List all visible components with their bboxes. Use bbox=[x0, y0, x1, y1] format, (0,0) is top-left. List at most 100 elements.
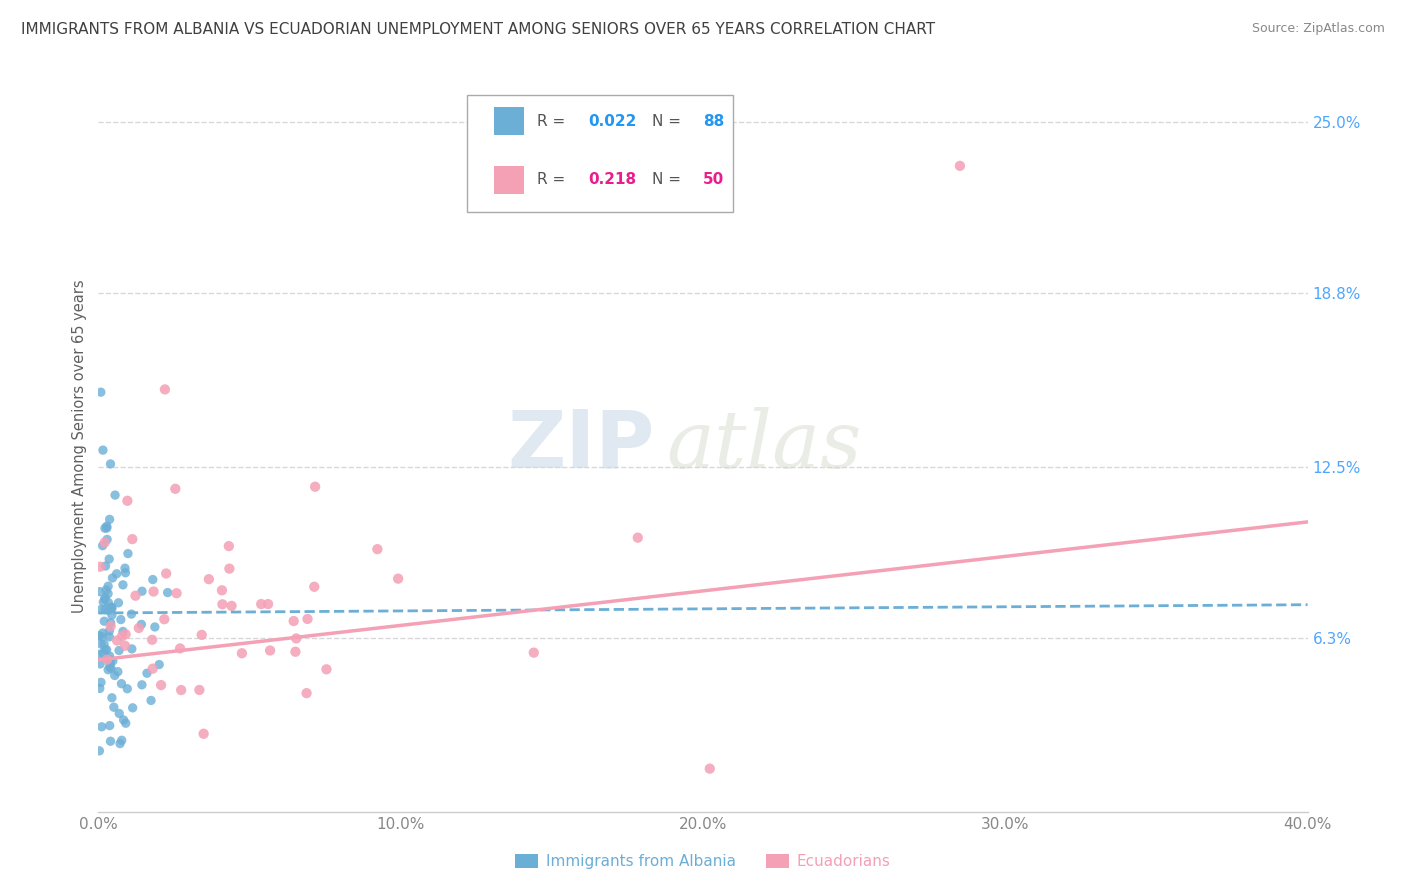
Text: Source: ZipAtlas.com: Source: ZipAtlas.com bbox=[1251, 22, 1385, 36]
Point bbox=[98, 653, 121, 667]
Point bbox=[90, 602, 112, 616]
Point bbox=[139, 693, 162, 707]
Legend: Immigrants from Albania, Ecuadorians: Immigrants from Albania, Ecuadorians bbox=[509, 848, 897, 875]
Point bbox=[90, 720, 112, 734]
Point bbox=[110, 613, 132, 627]
Point bbox=[96, 533, 118, 547]
Point bbox=[131, 617, 153, 632]
Point bbox=[101, 601, 124, 615]
Point bbox=[218, 561, 240, 575]
Point bbox=[90, 637, 112, 651]
Point bbox=[97, 596, 120, 610]
Point bbox=[87, 648, 110, 662]
Point bbox=[148, 657, 170, 672]
Text: IMMIGRANTS FROM ALBANIA VS ECUADORIAN UNEMPLOYMENT AMONG SENIORS OVER 65 YEARS C: IMMIGRANTS FROM ALBANIA VS ECUADORIAN UN… bbox=[21, 22, 935, 37]
Point bbox=[91, 539, 114, 553]
Point bbox=[627, 531, 650, 545]
Point bbox=[91, 630, 114, 644]
Point bbox=[211, 597, 233, 611]
Point bbox=[111, 733, 134, 747]
Text: R =: R = bbox=[537, 172, 571, 187]
Point bbox=[142, 662, 165, 676]
Point bbox=[87, 629, 110, 643]
Point bbox=[112, 713, 135, 727]
Point bbox=[96, 521, 118, 535]
Point bbox=[94, 642, 117, 657]
Point bbox=[117, 681, 139, 696]
Point bbox=[108, 737, 131, 751]
Point bbox=[93, 592, 115, 607]
Point bbox=[100, 734, 122, 748]
Point bbox=[285, 632, 308, 646]
Point bbox=[198, 572, 221, 586]
FancyBboxPatch shape bbox=[467, 95, 734, 212]
Point bbox=[315, 662, 337, 676]
Point bbox=[100, 600, 122, 615]
Point bbox=[304, 580, 326, 594]
Point bbox=[94, 602, 117, 616]
Point bbox=[141, 632, 163, 647]
Point bbox=[304, 480, 326, 494]
Point bbox=[114, 627, 136, 641]
Point bbox=[105, 566, 128, 581]
Point bbox=[93, 614, 115, 628]
Point bbox=[94, 535, 117, 549]
Point bbox=[259, 643, 281, 657]
Point bbox=[98, 512, 121, 526]
Point bbox=[90, 385, 112, 400]
Point bbox=[231, 646, 253, 660]
Text: 0.022: 0.022 bbox=[588, 114, 637, 128]
Point bbox=[97, 579, 120, 593]
Point bbox=[523, 646, 546, 660]
Point bbox=[128, 621, 150, 635]
Point bbox=[98, 648, 121, 663]
Point bbox=[98, 657, 121, 671]
FancyBboxPatch shape bbox=[494, 166, 524, 194]
Point bbox=[103, 700, 125, 714]
Point bbox=[111, 578, 134, 592]
Point bbox=[190, 628, 212, 642]
Text: R =: R = bbox=[537, 114, 571, 128]
Point bbox=[143, 620, 166, 634]
Point bbox=[107, 665, 129, 679]
Point bbox=[101, 571, 124, 585]
Point bbox=[366, 542, 388, 557]
Point bbox=[283, 614, 305, 628]
Point bbox=[89, 681, 111, 696]
Point bbox=[218, 539, 240, 553]
Point bbox=[104, 488, 127, 502]
Point bbox=[297, 612, 319, 626]
Point bbox=[96, 642, 118, 657]
Point bbox=[150, 678, 173, 692]
Text: N =: N = bbox=[652, 172, 686, 187]
Point bbox=[98, 718, 121, 732]
Point bbox=[188, 682, 211, 697]
Point bbox=[91, 646, 114, 660]
Point bbox=[108, 643, 131, 657]
Point bbox=[91, 443, 114, 458]
Point bbox=[114, 566, 136, 580]
Point bbox=[96, 653, 118, 667]
Point bbox=[96, 519, 118, 533]
Text: atlas: atlas bbox=[666, 408, 862, 484]
FancyBboxPatch shape bbox=[494, 107, 524, 136]
Text: 0.218: 0.218 bbox=[588, 172, 637, 187]
Point bbox=[89, 584, 111, 599]
Point bbox=[117, 493, 139, 508]
Point bbox=[211, 583, 233, 598]
Point bbox=[114, 561, 136, 575]
Point bbox=[169, 641, 191, 656]
Point bbox=[101, 608, 124, 623]
Point bbox=[250, 597, 273, 611]
Point bbox=[121, 532, 143, 546]
Point bbox=[104, 668, 127, 682]
Point bbox=[156, 585, 179, 599]
Point bbox=[101, 654, 124, 668]
Point bbox=[165, 482, 187, 496]
Point bbox=[97, 663, 120, 677]
Point bbox=[284, 645, 307, 659]
Point bbox=[153, 612, 176, 626]
Point bbox=[98, 660, 121, 674]
Point bbox=[155, 566, 177, 581]
Point bbox=[170, 683, 193, 698]
